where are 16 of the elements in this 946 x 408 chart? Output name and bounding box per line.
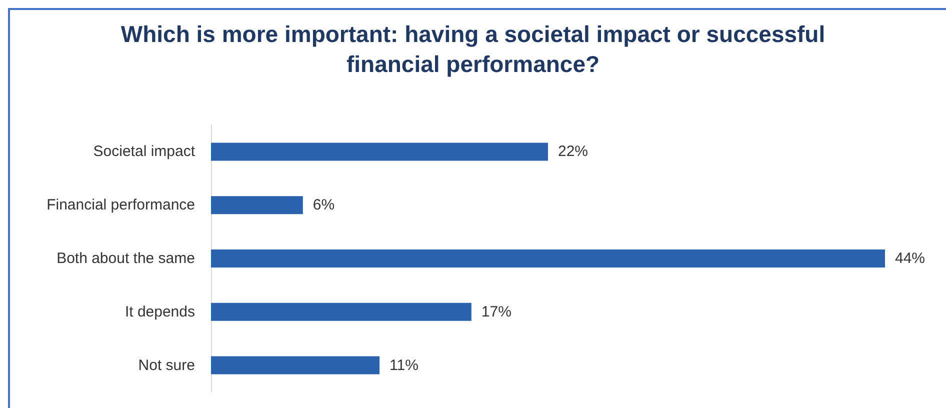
y-tick-label: Not sure bbox=[138, 356, 195, 374]
chart-title: Which is more important: having a societal impact or successful financial performance? bbox=[120, 21, 826, 77]
y-tick-label: Both about the same bbox=[56, 250, 195, 267]
bar bbox=[211, 196, 303, 214]
data-label: 44% bbox=[895, 250, 926, 267]
bar bbox=[211, 250, 885, 268]
data-label: 6% bbox=[312, 196, 335, 214]
data-label: 17% bbox=[481, 303, 512, 320]
bar bbox=[211, 142, 548, 161]
y-tick-label: Financial performance bbox=[46, 196, 195, 214]
bar bbox=[211, 356, 380, 374]
data-label: 11% bbox=[390, 356, 418, 374]
bar bbox=[211, 302, 472, 321]
data-label: 22% bbox=[558, 143, 588, 160]
y-tick-label: Societal impact bbox=[93, 143, 196, 160]
y-tick-label: It depends bbox=[124, 303, 195, 320]
